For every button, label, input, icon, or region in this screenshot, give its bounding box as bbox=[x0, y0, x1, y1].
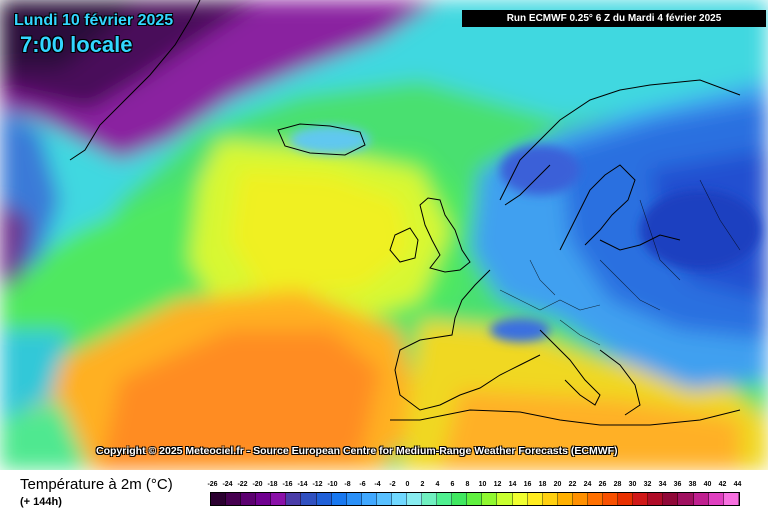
scale-color-swatch bbox=[663, 493, 679, 505]
scale-tick-label: -24 bbox=[222, 481, 233, 488]
temperature-map bbox=[0, 0, 768, 470]
map-canvas bbox=[0, 0, 768, 470]
scale-color-swatch bbox=[256, 493, 272, 505]
scale-color-swatch bbox=[572, 493, 588, 505]
scale-tick-label: 44 bbox=[733, 481, 742, 488]
scale-color-swatch bbox=[211, 493, 227, 505]
scale-color-swatch bbox=[422, 493, 438, 505]
scale-color-swatch bbox=[512, 493, 528, 505]
scale-color-swatch bbox=[301, 493, 317, 505]
coastlines bbox=[69, 0, 741, 426]
scale-tick-label: 34 bbox=[658, 481, 667, 488]
scale-color-swatch bbox=[497, 493, 513, 505]
scale-color-swatch bbox=[618, 493, 634, 505]
scale-color-swatch bbox=[316, 493, 332, 505]
scale-tick-label: 36 bbox=[673, 481, 682, 488]
scale-color-swatch bbox=[226, 493, 242, 505]
scale-color-swatch bbox=[376, 493, 392, 505]
scale-color-swatch bbox=[286, 493, 302, 505]
country-borders bbox=[499, 179, 741, 346]
scale-color-swatch bbox=[557, 493, 573, 505]
scale-color-swatch bbox=[603, 493, 619, 505]
scale-tick-label: 0 bbox=[405, 481, 410, 488]
scale-tick-label: 38 bbox=[688, 481, 697, 488]
scale-tick-label: 42 bbox=[718, 481, 727, 488]
scale-tick-label: 26 bbox=[598, 481, 607, 488]
scale-color-swatch bbox=[723, 493, 739, 505]
scale-tick-label: 24 bbox=[583, 481, 592, 488]
temperature-detail bbox=[290, 126, 760, 342]
scale-color-swatch bbox=[678, 493, 694, 505]
model-run-info: Run ECMWF 0.25° 6 Z du Mardi 4 février 2… bbox=[462, 10, 766, 27]
scale-tick-label: -8 bbox=[344, 481, 351, 488]
scale-color-swatch bbox=[467, 493, 483, 505]
scale-tick-label: -6 bbox=[359, 481, 366, 488]
scale-tick-label: -14 bbox=[297, 481, 308, 488]
scale-color-swatch bbox=[542, 493, 558, 505]
scale-tick-label: 14 bbox=[508, 481, 517, 488]
scale-tick-label: -16 bbox=[282, 481, 293, 488]
scale-tick-label: 32 bbox=[643, 481, 652, 488]
scale-tick-label: -18 bbox=[267, 481, 278, 488]
scale-color-swatch bbox=[587, 493, 604, 505]
scale-tick-label: 30 bbox=[628, 481, 637, 488]
scale-color-swatch bbox=[452, 493, 468, 505]
scale-tick-label: 10 bbox=[478, 481, 487, 488]
scale-tick-label: 2 bbox=[420, 481, 425, 488]
scale-tick-label: -20 bbox=[252, 481, 263, 488]
scale-tick-label: -12 bbox=[312, 481, 323, 488]
scale-color-swatch bbox=[633, 493, 649, 505]
scale-tick-label: -10 bbox=[327, 481, 338, 488]
scale-color-swatch bbox=[693, 493, 709, 505]
scale-tick-label: -4 bbox=[374, 481, 381, 488]
scale-color-swatch bbox=[527, 493, 543, 505]
scale-color-swatch bbox=[437, 493, 453, 505]
forecast-time: 7:00 locale bbox=[20, 32, 133, 57]
color-scale-bar bbox=[210, 492, 740, 506]
temperature-field bbox=[0, 0, 768, 470]
scale-tick-label: -2 bbox=[389, 481, 396, 488]
scale-color-swatch bbox=[648, 493, 664, 505]
scale-color-swatch bbox=[331, 493, 347, 505]
copyright-notice: Copyright © 2025 Meteociel.fr - Source E… bbox=[96, 445, 618, 457]
legend-footer: Température à 2m (°C) (+ 144h) -26 -24 -22… bbox=[0, 470, 768, 512]
scale-color-swatch bbox=[708, 493, 724, 505]
scale-tick-label: 40 bbox=[703, 481, 712, 488]
forecast-lead-time: (+ 144h) bbox=[20, 496, 62, 508]
scale-tick-label: 28 bbox=[613, 481, 622, 488]
color-scale-labels: -26 -24 -22 -20 -18 -16 -14 -12 -10 -8 -6 -4 -2 0 2 4 6 8… bbox=[205, 480, 745, 490]
scale-tick-label: 20 bbox=[553, 481, 562, 488]
scale-tick-label: -26 bbox=[207, 481, 218, 488]
scale-tick-label: 18 bbox=[538, 481, 547, 488]
scale-color-swatch bbox=[482, 493, 498, 505]
scale-color-swatch bbox=[391, 493, 408, 505]
scale-tick-label: 4 bbox=[435, 481, 440, 488]
scale-color-swatch bbox=[361, 493, 377, 505]
variable-title: Température à 2m (°C) bbox=[20, 476, 173, 493]
scale-color-swatch bbox=[346, 493, 362, 505]
scale-tick-label: 22 bbox=[568, 481, 577, 488]
scale-tick-label: 12 bbox=[493, 481, 502, 488]
scale-tick-label: -22 bbox=[237, 481, 248, 488]
scale-color-swatch bbox=[407, 493, 423, 505]
scale-color-swatch bbox=[241, 493, 257, 505]
forecast-date: Lundi 10 février 2025 bbox=[14, 12, 174, 29]
scale-tick-label: 6 bbox=[450, 481, 455, 488]
scale-color-swatch bbox=[271, 493, 287, 505]
scale-tick-label: 16 bbox=[523, 481, 532, 488]
scale-tick-label: 8 bbox=[465, 481, 470, 488]
